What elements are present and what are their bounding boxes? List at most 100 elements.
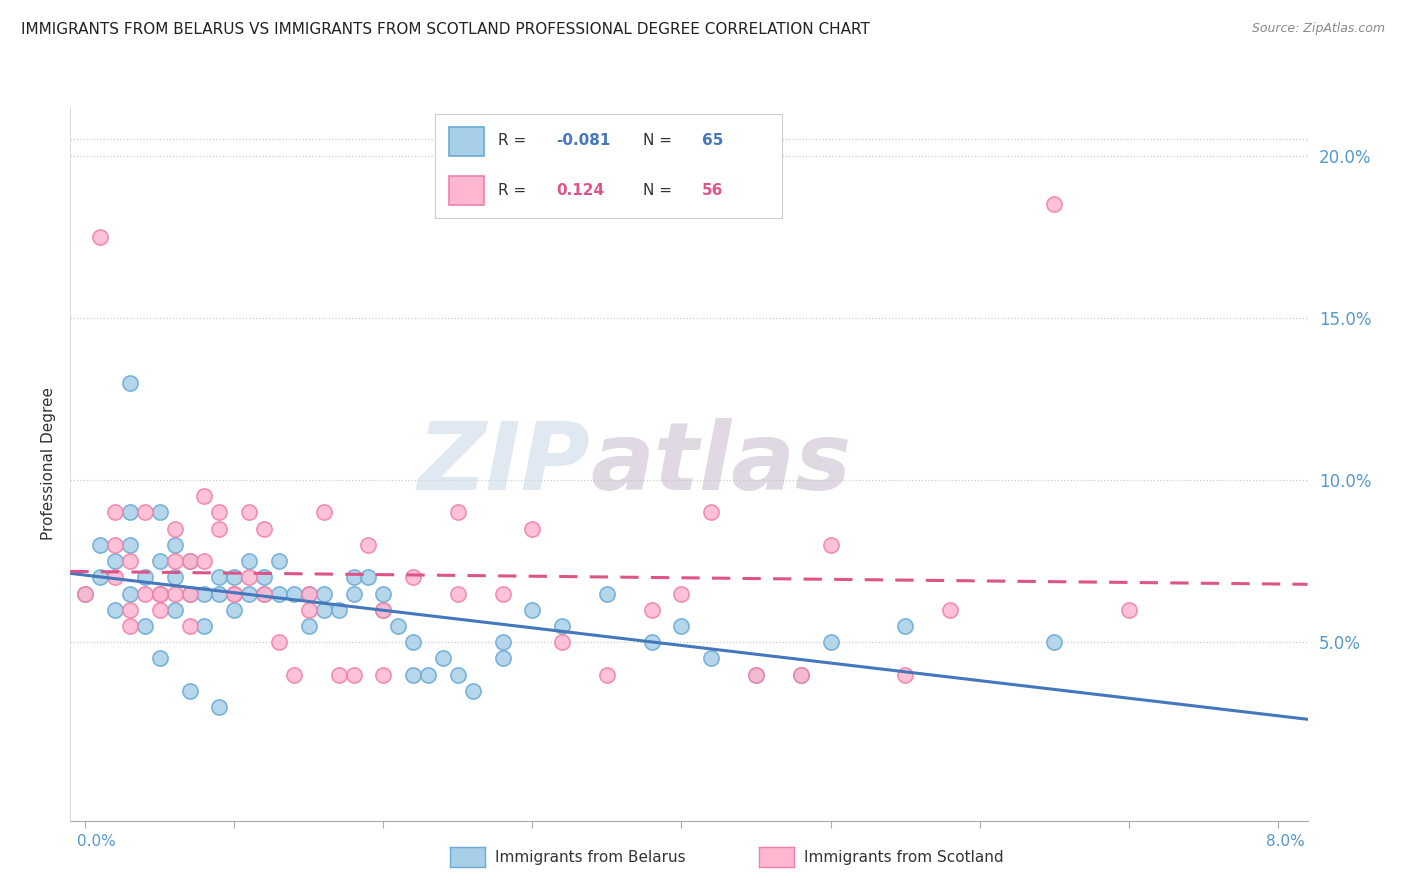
Point [75, 586, 97, 600]
Point [224, 603, 246, 617]
Point [149, 651, 172, 665]
Point [149, 586, 172, 600]
Point [373, 603, 395, 617]
Point [432, 651, 454, 665]
Point [894, 667, 917, 681]
Point [253, 586, 276, 600]
Text: 8.0%: 8.0% [1265, 834, 1305, 849]
Point [820, 538, 842, 552]
Point [89, 570, 111, 584]
Point [267, 586, 290, 600]
Point [163, 586, 186, 600]
Point [596, 667, 619, 681]
Point [134, 506, 156, 520]
Point [104, 570, 127, 584]
Point [179, 554, 201, 568]
Point [416, 667, 439, 681]
Point [75, 586, 97, 600]
Point [238, 586, 260, 600]
Point [118, 554, 141, 568]
Point [118, 603, 141, 617]
Point [208, 700, 231, 714]
Point [298, 586, 321, 600]
Point [491, 651, 513, 665]
Point [193, 619, 215, 633]
Point [551, 619, 574, 633]
Point [491, 635, 513, 649]
Point [253, 586, 276, 600]
Point [745, 667, 768, 681]
Point [342, 570, 364, 584]
Point [700, 651, 723, 665]
Point [179, 554, 201, 568]
Point [163, 522, 186, 536]
Point [163, 603, 186, 617]
Point [1043, 197, 1066, 211]
Point [894, 619, 917, 633]
Point [745, 667, 768, 681]
Point [1118, 603, 1140, 617]
Y-axis label: Professional Degree: Professional Degree [41, 387, 56, 541]
Point [671, 586, 693, 600]
Text: atlas: atlas [591, 417, 851, 510]
Point [790, 667, 813, 681]
Point [149, 554, 172, 568]
Point [700, 506, 723, 520]
Point [179, 684, 201, 698]
Point [357, 570, 380, 584]
Text: ZIP: ZIP [418, 417, 591, 510]
Point [163, 554, 186, 568]
Point [820, 635, 842, 649]
Text: IMMIGRANTS FROM BELARUS VS IMMIGRANTS FROM SCOTLAND PROFESSIONAL DEGREE CORRELAT: IMMIGRANTS FROM BELARUS VS IMMIGRANTS FR… [21, 22, 870, 37]
Point [224, 586, 246, 600]
Point [208, 506, 231, 520]
Point [373, 667, 395, 681]
Point [373, 586, 395, 600]
Point [104, 538, 127, 552]
Point [118, 506, 141, 520]
Point [312, 603, 335, 617]
Point [267, 635, 290, 649]
Point [298, 603, 321, 617]
Point [342, 667, 364, 681]
Point [208, 570, 231, 584]
Point [522, 603, 544, 617]
Point [253, 522, 276, 536]
Point [373, 603, 395, 617]
Point [179, 586, 201, 600]
Text: Immigrants from Belarus: Immigrants from Belarus [495, 850, 686, 864]
Point [328, 667, 350, 681]
Point [118, 538, 141, 552]
Point [551, 635, 574, 649]
Point [118, 586, 141, 600]
Point [149, 586, 172, 600]
Point [1043, 635, 1066, 649]
Point [402, 667, 425, 681]
Point [357, 538, 380, 552]
Point [640, 603, 662, 617]
Point [402, 570, 425, 584]
Point [179, 619, 201, 633]
Point [118, 376, 141, 390]
Point [118, 619, 141, 633]
Point [149, 603, 172, 617]
Point [447, 506, 470, 520]
Point [193, 554, 215, 568]
Point [402, 635, 425, 649]
Point [149, 506, 172, 520]
Point [149, 586, 172, 600]
Point [596, 586, 619, 600]
Text: Immigrants from Scotland: Immigrants from Scotland [804, 850, 1004, 864]
Point [104, 506, 127, 520]
Point [104, 554, 127, 568]
Point [208, 586, 231, 600]
Point [193, 586, 215, 600]
Point [447, 667, 470, 681]
Point [134, 570, 156, 584]
Point [89, 538, 111, 552]
Point [238, 506, 260, 520]
Point [640, 635, 662, 649]
Point [238, 554, 260, 568]
Point [238, 570, 260, 584]
Point [328, 603, 350, 617]
